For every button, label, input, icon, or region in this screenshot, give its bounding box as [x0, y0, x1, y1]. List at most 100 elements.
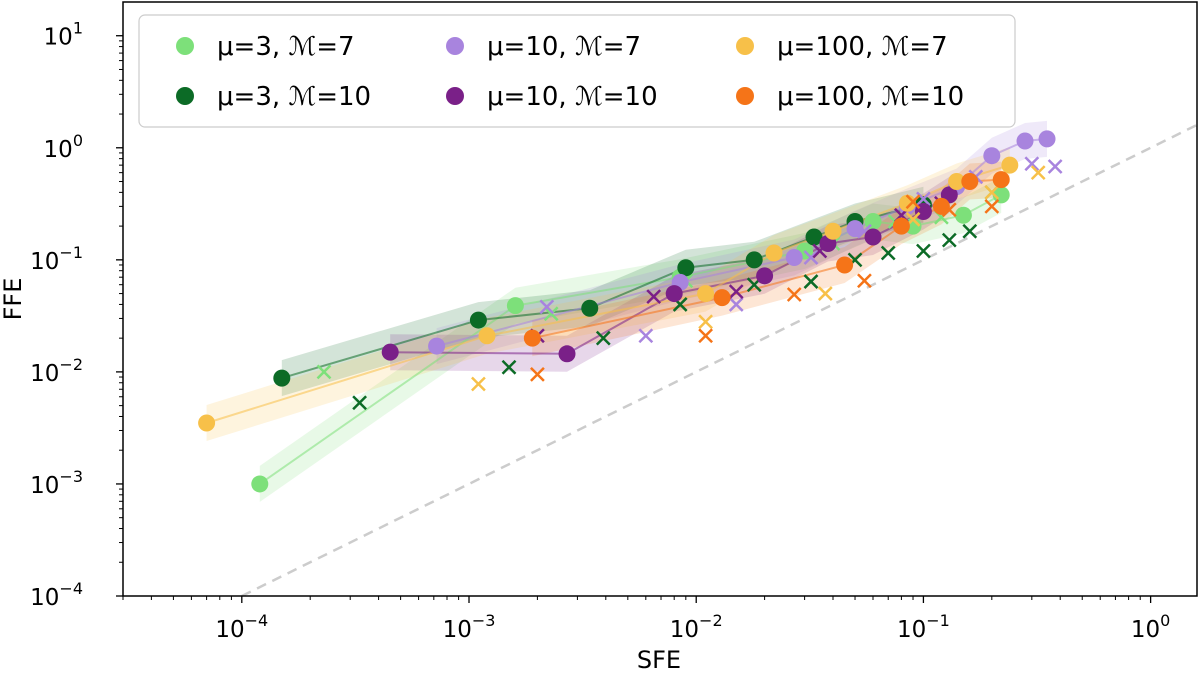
cross-marker-series-5: [1030, 165, 1046, 181]
cross-marker-series-3: [638, 328, 654, 344]
circle-marker-series-6: [961, 173, 979, 191]
legend-marker: [176, 37, 194, 55]
circle-marker-series-5: [824, 222, 842, 240]
cross-marker-series-6: [786, 287, 802, 302]
circle-marker-series-5: [478, 327, 496, 345]
circle-marker-series-5: [765, 244, 783, 262]
circle-marker-series-3: [1016, 132, 1034, 150]
cross-marker-series-6: [905, 194, 921, 210]
cross-marker-series-5: [698, 314, 714, 330]
one-to-one-line: [241, 123, 1197, 596]
circle-marker-series-5: [948, 173, 966, 191]
cross-marker-series-5: [471, 376, 486, 392]
x-tick-label: 10−3: [443, 611, 496, 643]
cross-marker-series-3: [728, 297, 744, 312]
cross-marker-series-1: [316, 364, 332, 380]
legend-label: μ=3, ℳ=10: [217, 82, 371, 112]
reference-line: [241, 123, 1197, 596]
legend-label: μ=100, ℳ=7: [777, 32, 948, 62]
circle-marker-series-1: [506, 297, 524, 315]
circle-marker-series-2: [677, 259, 695, 277]
circle-marker-series-2: [581, 299, 599, 317]
circle-marker-series-3: [846, 220, 864, 238]
plot-frame: [122, 1, 1198, 597]
legend-box: [138, 14, 1016, 128]
circle-marker-series-6: [836, 256, 854, 274]
circle-marker-series-6: [932, 197, 950, 215]
cross-marker-series-2: [803, 274, 819, 289]
x-axis: 10−4 10−3 10−2 10−1 100: [122, 596, 1170, 643]
x-tick-label: 100: [1131, 611, 1170, 643]
cross-marker-series-1: [543, 306, 559, 322]
y-tick-label: 10−2: [30, 355, 83, 387]
cross-marker-series-3: [916, 191, 931, 207]
legend-label: μ=3, ℳ=7: [217, 32, 355, 62]
x-tick-label: 10−2: [670, 611, 723, 643]
circle-marker-series-4: [381, 343, 399, 361]
circle-marker-series-6: [523, 329, 541, 347]
cross-marker-series-6: [530, 367, 545, 382]
legend-label: μ=10, ℳ=7: [487, 32, 641, 62]
circle-marker-series-3: [983, 147, 1001, 165]
circle-marker-series-4: [665, 285, 683, 303]
cross-marker-series-5: [817, 286, 833, 301]
legend-marker: [736, 37, 754, 55]
cross-marker-series-2: [941, 232, 957, 248]
y-tick-label: 10−3: [30, 467, 83, 499]
cross-marker-series-2: [595, 330, 611, 346]
uncertainty-bands: [206, 120, 1048, 502]
y-tick-label: 101: [44, 19, 83, 51]
circle-marker-series-3: [785, 248, 803, 266]
y-tick-label: 10−4: [30, 579, 83, 611]
cross-marker-series-2: [880, 245, 896, 261]
x-axis-label: SFE: [637, 646, 681, 674]
cross-marker-series-6: [698, 328, 714, 344]
circle-marker-series-4: [756, 267, 774, 285]
y-tick-label: 100: [44, 131, 83, 163]
legend-marker: [176, 87, 194, 105]
circle-marker-series-3: [1038, 130, 1056, 148]
cross-marker-series-5: [984, 184, 1000, 200]
cross-marker-series-3: [539, 299, 555, 315]
circle-marker-series-2: [273, 369, 291, 387]
circle-marker-series-2: [745, 251, 763, 269]
cross-marker-series-3: [803, 250, 819, 265]
cross-marker-series-2: [352, 395, 367, 411]
cross-marker-series-4: [646, 289, 662, 304]
legend-label: μ=100, ℳ=10: [777, 82, 964, 112]
circle-marker-series-3: [428, 337, 446, 355]
legend-marker: [736, 87, 754, 105]
circle-marker-series-4: [558, 345, 576, 363]
circle-marker-series-5: [1001, 156, 1019, 174]
cross-marker-series-2: [962, 223, 978, 239]
circle-marker-series-1: [251, 475, 269, 493]
circle-marker-series-5: [697, 285, 715, 303]
series-markers: [198, 130, 1063, 493]
cross-marker-series-4: [728, 284, 744, 300]
legend-marker: [446, 37, 464, 55]
legend: μ=3, ℳ=7 μ=3, ℳ=10 μ=10, ℳ=7 μ=10, ℳ=10 μ=10…: [138, 14, 1016, 128]
band-series-1: [259, 176, 1002, 502]
legend-label: μ=10, ℳ=10: [487, 82, 658, 112]
cross-marker-series-6: [857, 273, 872, 289]
cross-marker-series-3: [1047, 159, 1063, 174]
y-tick-label: 10−1: [30, 243, 83, 275]
cross-marker-series-2: [501, 359, 517, 375]
circle-marker-series-1: [954, 206, 972, 224]
x-tick-label: 10−1: [897, 611, 950, 643]
cross-marker-series-2: [916, 243, 931, 259]
cross-marker-series-6: [984, 198, 1000, 214]
circle-marker-series-5: [198, 414, 216, 432]
y-axis: 10−4 10−3 10−2 10−1 100 101: [30, 19, 123, 611]
circle-marker-series-2: [469, 311, 487, 329]
circle-marker-series-6: [992, 171, 1010, 189]
cross-marker-series-3: [1024, 156, 1040, 172]
x-tick-label: 10−4: [215, 611, 268, 643]
circle-marker-series-4: [864, 228, 882, 246]
circle-marker-series-6: [892, 217, 910, 235]
band-series-5: [206, 147, 1010, 441]
y-axis-label: FFE: [0, 278, 27, 321]
circle-marker-series-2: [805, 228, 823, 246]
circle-marker-series-6: [713, 289, 731, 307]
